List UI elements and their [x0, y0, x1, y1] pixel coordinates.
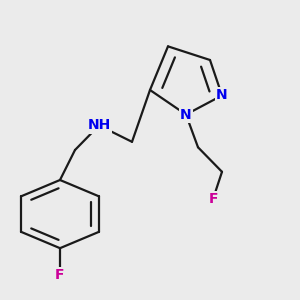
Text: N: N [180, 107, 192, 122]
Text: NH: NH [87, 118, 111, 133]
Text: F: F [55, 268, 65, 283]
Text: F: F [208, 192, 218, 206]
Text: N: N [216, 88, 228, 103]
